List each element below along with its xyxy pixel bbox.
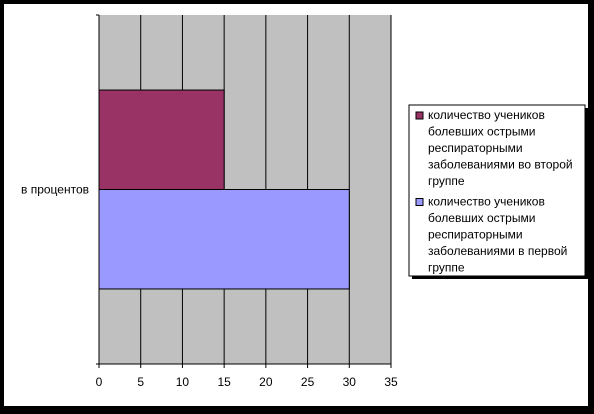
legend-line: респираторными xyxy=(428,228,523,242)
x-axis-ticks: 0 5 10 15 20 25 30 35 xyxy=(96,364,398,389)
bar-series-1-cat-0 xyxy=(98,89,225,190)
category-labels: в процентов xyxy=(21,183,89,197)
x-tick-label-10: 10 xyxy=(176,375,190,389)
legend-swatch-1 xyxy=(415,111,424,120)
x-tick-label-25: 25 xyxy=(301,375,315,389)
bars xyxy=(98,89,350,290)
legend-line: группе xyxy=(428,174,465,188)
legend-line: респираторными xyxy=(428,141,523,155)
legend-swatch-0 xyxy=(415,198,424,206)
legend: количество учеников болевших острыми респи… xyxy=(408,104,588,279)
legend-line: болевших острыми xyxy=(428,125,535,139)
x-tick-label-15: 15 xyxy=(217,375,231,389)
legend-box xyxy=(408,104,586,277)
x-tick-label-35: 35 xyxy=(384,375,398,389)
legend-line: количество учеников xyxy=(428,108,545,122)
axes xyxy=(96,14,391,365)
chart-frame: 0 5 10 15 20 25 30 35 в процентов количество уч… xyxy=(4,4,588,406)
legend-line: заболеваниями во второй xyxy=(428,158,573,172)
legend-line: количество учеников xyxy=(428,195,545,209)
x-tick-label-20: 20 xyxy=(259,375,273,389)
x-tick-label-5: 5 xyxy=(137,375,144,389)
legend-line: болевших острыми xyxy=(428,211,535,225)
legend-line: заболеваниями в первой xyxy=(428,244,567,258)
legend-entry-0: количество учеников болевших острыми респи… xyxy=(428,195,567,275)
legend-entry-1: количество учеников болевших острыми респи… xyxy=(428,108,573,188)
x-tick-label-30: 30 xyxy=(343,375,357,389)
x-tick-label-0: 0 xyxy=(96,375,103,389)
bar-series-0-cat-0 xyxy=(98,189,350,290)
category-label: в процентов xyxy=(21,183,89,197)
legend-line: группе xyxy=(428,261,465,275)
bar-chart: 0 5 10 15 20 25 30 35 в процентов количество уч… xyxy=(21,14,588,389)
